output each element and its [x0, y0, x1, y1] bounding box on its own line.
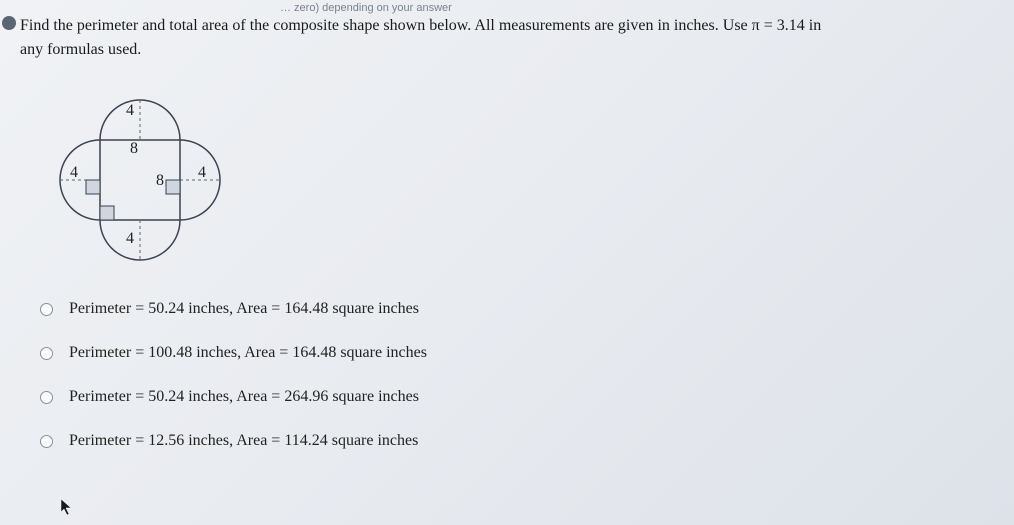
label-inner-8-top: 8	[130, 140, 138, 158]
q-part-c: and total area of the composite shape sh…	[138, 17, 751, 34]
radio-a[interactable]	[40, 303, 53, 316]
question-bullet	[2, 16, 16, 30]
question-text: Find the perimeter and total area of the…	[20, 14, 994, 62]
option-d-text: Perimeter = 12.56 inches, Area = 114.24 …	[69, 432, 418, 450]
q-underline: perimeter	[77, 17, 138, 34]
option-d[interactable]: Perimeter = 12.56 inches, Area = 114.24 …	[40, 432, 427, 450]
option-b-text: Perimeter = 100.48 inches, Area = 164.48…	[69, 344, 427, 362]
q-part-a: Find the	[20, 17, 77, 34]
option-c[interactable]: Perimeter = 50.24 inches, Area = 264.96 …	[40, 388, 427, 406]
option-a-text: Perimeter = 50.24 inches, Area = 164.48 …	[69, 300, 419, 318]
cursor-icon	[60, 498, 74, 516]
composite-shape-figure: 4 4 4 4 8 8	[40, 80, 240, 280]
label-bottom-4: 4	[126, 230, 134, 248]
header-hint: … zero) depending on your answer	[280, 2, 452, 14]
option-c-text: Perimeter = 50.24 inches, Area = 264.96 …	[69, 388, 419, 406]
radio-d[interactable]	[40, 435, 53, 448]
option-b[interactable]: Perimeter = 100.48 inches, Area = 164.48…	[40, 344, 427, 362]
radio-c[interactable]	[40, 391, 53, 404]
answer-options: Perimeter = 50.24 inches, Area = 164.48 …	[40, 300, 427, 476]
q-line2: any formulas used.	[20, 41, 141, 58]
label-top-4: 4	[126, 102, 134, 120]
label-inner-8-right: 8	[156, 172, 164, 190]
option-a[interactable]: Perimeter = 50.24 inches, Area = 164.48 …	[40, 300, 427, 318]
label-right-4: 4	[198, 164, 206, 182]
label-left-4: 4	[70, 164, 78, 182]
q-part-d: in	[805, 17, 821, 34]
pi-note: π = 3.14	[752, 17, 805, 34]
radio-b[interactable]	[40, 347, 53, 360]
